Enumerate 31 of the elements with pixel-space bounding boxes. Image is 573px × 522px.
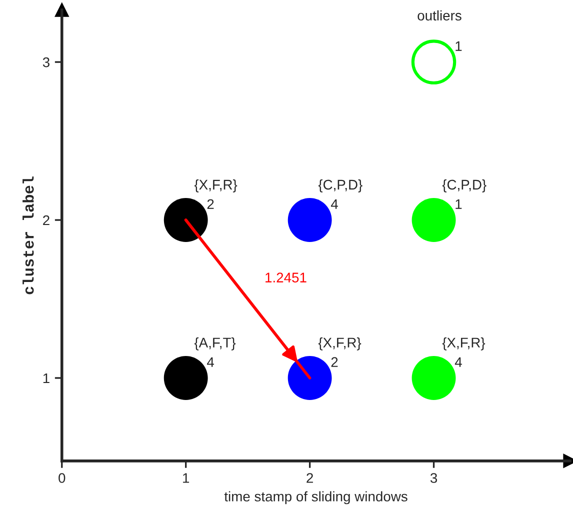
point (164, 198, 208, 242)
annotation: {A,F,T} (194, 337, 236, 350)
point (412, 198, 456, 242)
series-label: outliers (418, 10, 462, 21)
annotation: 1 (456, 199, 462, 209)
annotation: 4 (330, 199, 338, 209)
annotation: 4 (454, 357, 462, 367)
annotation: 2 (331, 357, 338, 367)
x-tick-label: 0 (58, 473, 66, 483)
y-tick-label: 3 (42, 57, 50, 68)
annotation: {C,P,D} (318, 179, 362, 192)
x-tick-label: 2 (306, 473, 313, 483)
annotation: {X,F,R} (442, 337, 486, 350)
point (164, 356, 208, 400)
annotation: {C,P,D} (442, 179, 486, 192)
y-tick-label: 1 (43, 373, 50, 384)
point (412, 356, 456, 400)
point (411, 40, 456, 84)
annotation: 1.2451 (266, 272, 306, 282)
x-tick-label: 3 (430, 473, 438, 483)
x-tick-label: 1 (183, 473, 190, 483)
y-tick-label: 2 (43, 215, 50, 226)
y-axis-title: cluster label (22, 176, 34, 294)
annotation: 4 (207, 357, 214, 367)
annotation: 1 (456, 41, 462, 51)
point (288, 198, 332, 242)
annotation: {X,F,R} (194, 179, 238, 192)
x-axis-title: time stamp of sliding windows (224, 491, 408, 504)
annotation: {X,F,R} (318, 337, 362, 350)
point (288, 356, 332, 400)
annotation: 2 (207, 199, 214, 209)
